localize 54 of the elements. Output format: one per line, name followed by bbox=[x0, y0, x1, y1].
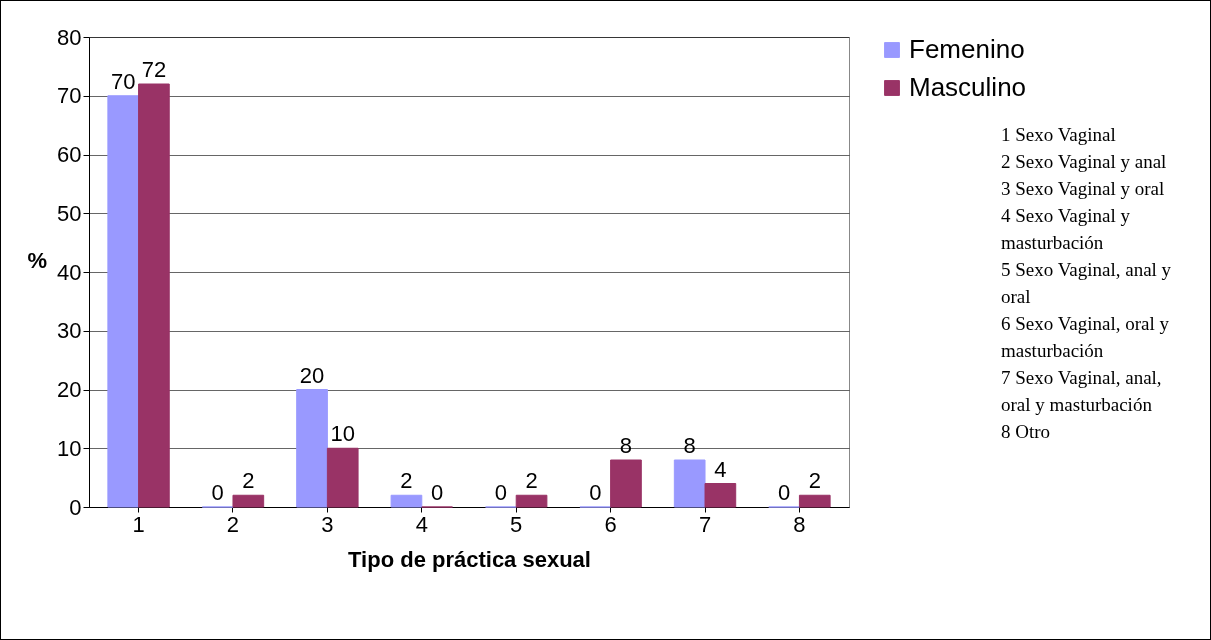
legend-label: Masculino bbox=[909, 72, 1027, 102]
data-label: 20 bbox=[299, 362, 325, 388]
text: 2 Sexo Vaginal y anal bbox=[1001, 150, 1168, 174]
data-label: 10 bbox=[330, 421, 355, 447]
text: 8 Otro bbox=[1001, 420, 1052, 444]
bar bbox=[610, 459, 642, 508]
y-tick-label: 50 bbox=[57, 200, 82, 226]
data-label: 2 bbox=[242, 468, 255, 494]
bar bbox=[515, 494, 548, 508]
bar bbox=[326, 447, 359, 508]
x-tick-label: 4 bbox=[415, 511, 428, 537]
legend-label: Femenino bbox=[909, 34, 1025, 64]
bar bbox=[704, 483, 737, 508]
bar bbox=[296, 389, 328, 508]
text: 7 Sexo Vaginal, anal, oral y masturbación bbox=[1001, 366, 1163, 417]
x-tick-label: 6 bbox=[604, 511, 617, 537]
data-label: 4 bbox=[714, 456, 727, 482]
bar bbox=[138, 83, 170, 508]
data-label: 2 bbox=[525, 468, 538, 494]
bar bbox=[107, 95, 140, 508]
bar bbox=[798, 494, 831, 508]
data-label: 0 bbox=[211, 480, 224, 505]
data-label: 2 bbox=[400, 468, 413, 494]
text: 4 Sexo Vaginal y masturbación bbox=[1001, 204, 1131, 255]
y-tick-label: 30 bbox=[57, 318, 82, 344]
text: 1 Sexo Vaginal bbox=[1001, 123, 1117, 147]
data-label: 0 bbox=[777, 480, 791, 505]
y-tick-label: 40 bbox=[57, 259, 82, 285]
bar bbox=[232, 494, 265, 508]
y-tick-label: 60 bbox=[57, 142, 82, 167]
data-label: 72 bbox=[141, 57, 167, 82]
y-tick-label: 70 bbox=[57, 83, 82, 109]
y-tick-label: 0 bbox=[69, 494, 82, 520]
x-tick-label: 3 bbox=[321, 511, 334, 537]
y-tick-label: 10 bbox=[57, 435, 82, 461]
x-tick-label: 1 bbox=[132, 511, 145, 537]
text: 3 Sexo Vaginal y oral bbox=[1001, 177, 1166, 201]
x-tick-label: 2 bbox=[226, 511, 240, 537]
data-label: 0 bbox=[589, 480, 602, 505]
data-label: 2 bbox=[808, 468, 821, 494]
text: 5 Sexo Vaginal, anal y oral bbox=[1001, 258, 1173, 309]
data-label: 70 bbox=[110, 68, 136, 94]
x-tick-label: 8 bbox=[793, 511, 806, 537]
x-tick-label: 7 bbox=[698, 511, 712, 537]
text: 6 Sexo Vaginal, oral y masturbación bbox=[1001, 312, 1170, 363]
y-axis-title: % bbox=[27, 247, 48, 273]
y-tick-label: 80 bbox=[57, 24, 82, 50]
bar bbox=[673, 459, 706, 508]
bar bbox=[390, 494, 423, 508]
x-tick-label: 5 bbox=[510, 511, 523, 537]
x-axis-title: Tipo de práctica sexual bbox=[348, 546, 591, 572]
y-tick-label: 20 bbox=[57, 377, 82, 402]
data-label: 0 bbox=[431, 480, 444, 505]
data-label: 0 bbox=[494, 480, 507, 505]
